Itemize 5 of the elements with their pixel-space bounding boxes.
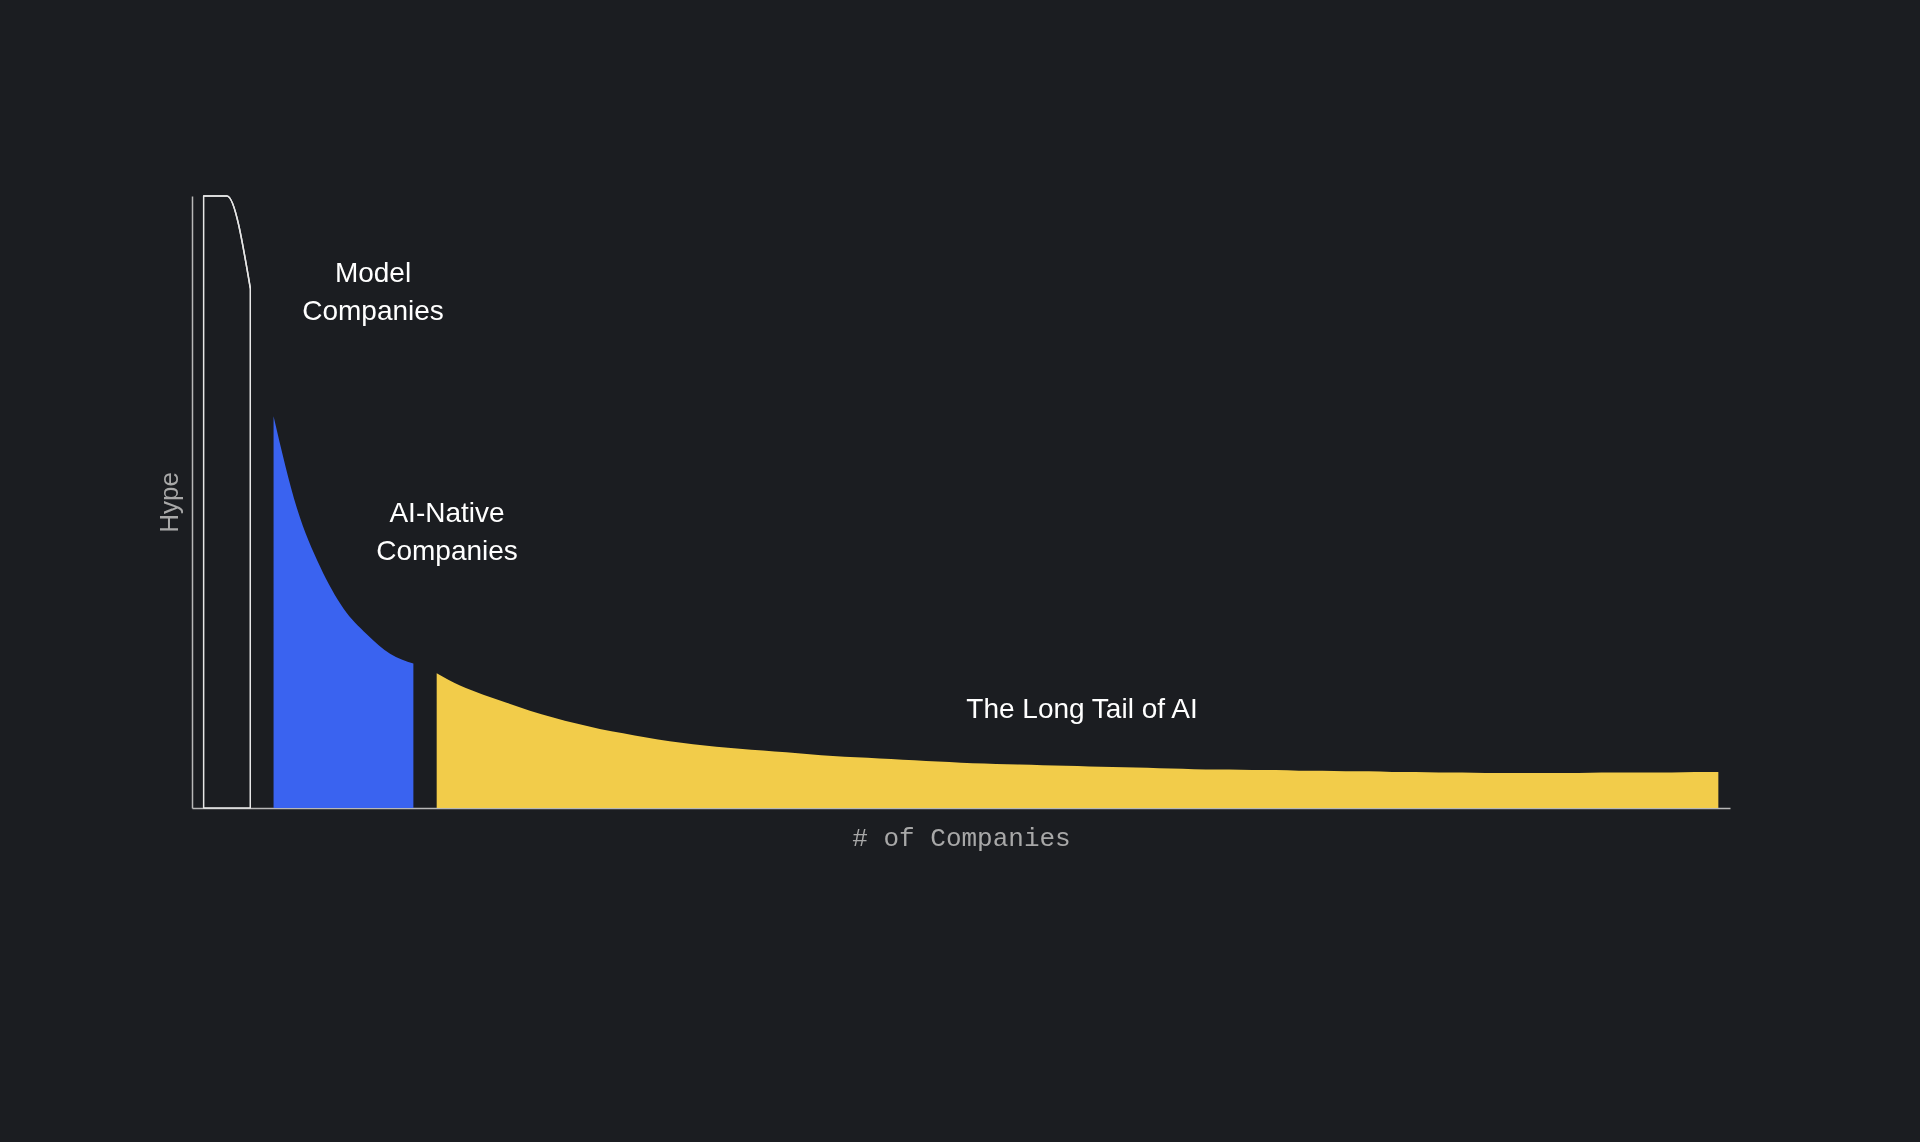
- annotation: Model Companies: [302, 257, 444, 326]
- annotation: The Long Tail of AI: [966, 693, 1198, 724]
- annotation: AI-Native Companies: [376, 497, 518, 566]
- x-axis-title: # of Companies: [852, 823, 1071, 854]
- y-axis-title: Hype: [153, 472, 184, 533]
